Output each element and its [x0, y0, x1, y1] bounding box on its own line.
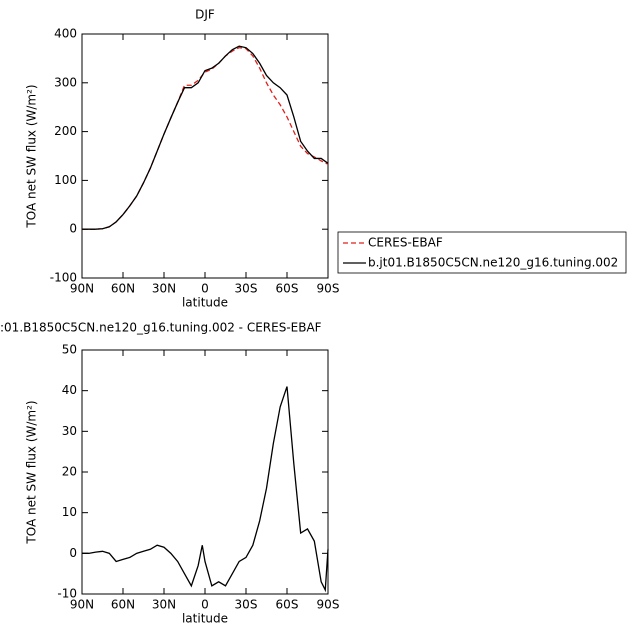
- y-tick-label: 40: [62, 383, 77, 397]
- y-tick-label: -100: [50, 271, 77, 285]
- y-tick-label: 100: [54, 173, 77, 187]
- data-line: [82, 386, 329, 593]
- data-line: [82, 46, 329, 230]
- y-tick-label: 50: [62, 343, 77, 357]
- x-tick-label: 60N: [111, 282, 135, 296]
- chart-title: :01.B1850C5CN.ne120_g16.tuning.002 - CER…: [0, 321, 322, 335]
- y-tick-label: 0: [69, 546, 77, 560]
- y-tick-label: 20: [62, 465, 77, 479]
- legend-label: CERES-EBAF: [368, 236, 443, 250]
- plot-frame: [81, 349, 329, 595]
- x-tick-label: 60N: [111, 598, 135, 612]
- y-axis-label: TOA net SW flux (W/m²): [25, 84, 39, 228]
- chart-title: DJF: [195, 8, 215, 22]
- x-tick-label: 90S: [317, 282, 340, 296]
- legend-frame: [337, 231, 627, 274]
- x-tick-label: 30N: [152, 282, 176, 296]
- x-tick-label: 90N: [70, 282, 94, 296]
- x-axis-label: latitude: [182, 296, 228, 310]
- y-tick-label: 200: [54, 124, 77, 138]
- x-tick-label: 30S: [235, 598, 258, 612]
- x-axis-label: latitude: [182, 612, 228, 626]
- x-tick-label: 0: [201, 598, 209, 612]
- x-tick-label: 90S: [317, 598, 340, 612]
- y-tick-label: -10: [57, 587, 77, 601]
- y-tick-label: 30: [62, 424, 77, 438]
- x-tick-label: 60S: [276, 598, 299, 612]
- x-tick-label: 0: [201, 282, 209, 296]
- y-tick-label: 10: [62, 505, 77, 519]
- x-tick-label: 60S: [276, 282, 299, 296]
- x-tick-label: 90N: [70, 598, 94, 612]
- x-tick-label: 30N: [152, 598, 176, 612]
- x-tick-label: 30S: [235, 282, 258, 296]
- legend-label: b.jt01.B1850C5CN.ne120_g16.tuning.002: [368, 256, 618, 270]
- y-tick-label: 400: [54, 27, 77, 41]
- y-tick-label: 0: [69, 222, 77, 236]
- y-axis-label: TOA net SW flux (W/m²): [25, 400, 39, 544]
- y-tick-label: 300: [54, 75, 77, 89]
- data-line: [82, 45, 329, 230]
